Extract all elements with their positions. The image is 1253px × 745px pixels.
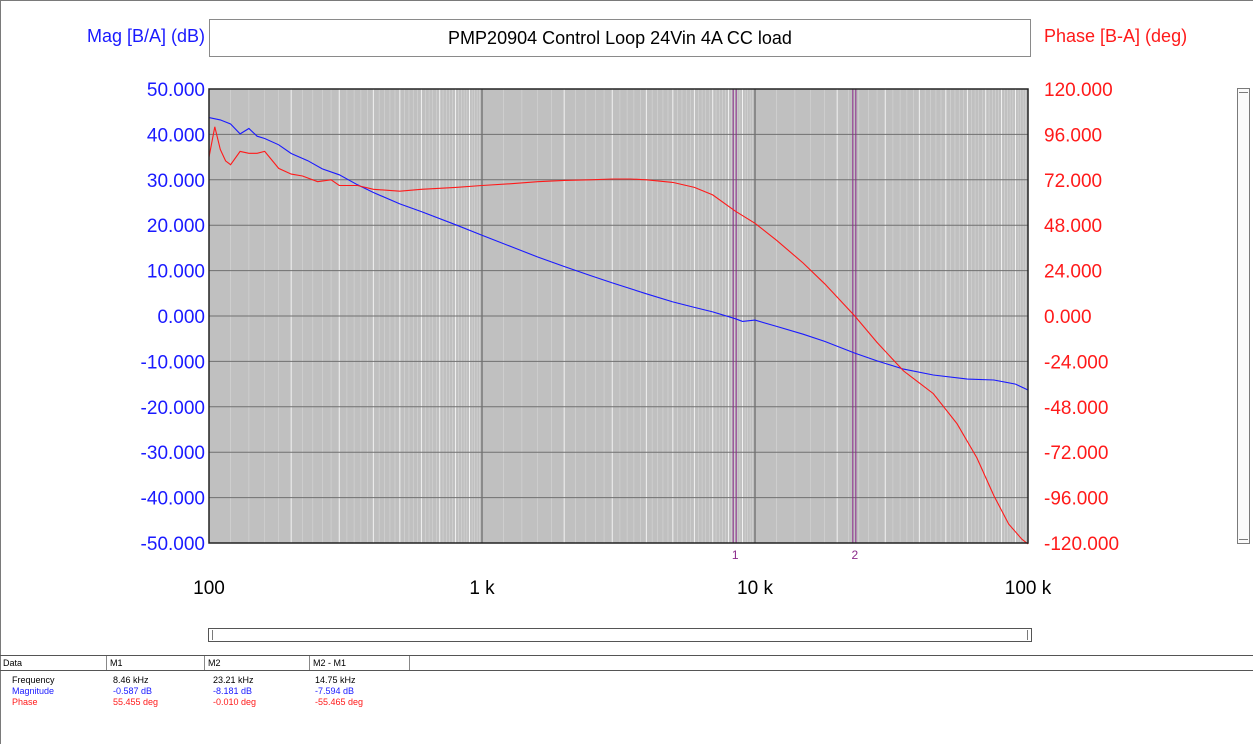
magnitude-tick-label: 30.000	[147, 171, 205, 192]
magnitude-tick-label: 0.000	[157, 307, 205, 328]
phase-tick-label: 24.000	[1044, 262, 1102, 283]
data-table-header: Data M1 M2 M2 - M1	[0, 656, 1253, 671]
phase-tick-label: -120.000	[1044, 534, 1119, 555]
magnitude-axis-title: Mag [B/A] (dB)	[86, 26, 205, 46]
header-data: Data	[0, 656, 107, 670]
frequency-tick-labels: 100 1 k 10 k 100 k	[193, 578, 1052, 599]
magnitude-tick-labels: 50.000 40.000 30.000 20.000 10.000 0.000 -10.0…	[141, 80, 205, 555]
chart-title: PMP20904 Control Loop 24Vin 4A CC load	[209, 19, 1031, 57]
row-phase-m2: -0.010 deg	[213, 697, 257, 707]
row-magnitude-m1: -0.587 dB	[113, 686, 153, 696]
phase-tick-label: 96.000	[1044, 125, 1102, 146]
magnitude-tick-label: -20.000	[141, 398, 205, 419]
magnitude-tick-label: 50.000	[147, 80, 205, 101]
window-frame-top	[0, 0, 1253, 1]
series-lines	[208, 117, 1029, 545]
marker-label: 2	[851, 548, 858, 562]
magnitude-tick-label: -50.000	[141, 534, 205, 555]
row-frequency-m2: 23.21 kHz	[213, 675, 254, 685]
row-phase-label: Phase	[12, 697, 38, 707]
phase-tick-label: 0.000	[1044, 307, 1092, 328]
row-magnitude-diff: -7.594 dB	[315, 686, 355, 696]
row-frequency-m1: 8.46 kHz	[113, 675, 149, 685]
phase-tick-label: -48.000	[1044, 398, 1108, 419]
phase-tick-label: 120.000	[1044, 80, 1113, 101]
phase-line	[208, 126, 1029, 545]
header-m2: M2	[205, 656, 310, 670]
cursor-data-panel: Data M1 M2 M2 - M1 Frequency 8.46 kHz 23…	[0, 655, 1253, 745]
row-phase-diff: -55.465 deg	[315, 697, 364, 707]
frequency-tick-label: 1 k	[469, 578, 495, 599]
header-m1: M1	[107, 656, 205, 670]
header-m2-m1: M2 - M1	[310, 656, 410, 670]
frequency-tick-label: 10 k	[737, 578, 773, 599]
row-magnitude-m2: -8.181 dB	[213, 686, 253, 696]
magnitude-tick-label: -30.000	[141, 443, 205, 464]
magnitude-tick-label: 10.000	[147, 262, 205, 283]
row-magnitude-label: Magnitude	[12, 686, 55, 696]
plot-border	[208, 88, 1029, 544]
window-frame-left	[0, 0, 1, 744]
magnitude-tick-label: 40.000	[147, 125, 205, 146]
marker-label: 1	[732, 548, 739, 562]
horizontal-scrollbar[interactable]	[208, 628, 1032, 642]
row-frequency-diff: 14.75 kHz	[315, 675, 356, 685]
phase-tick-label: 48.000	[1044, 216, 1102, 237]
row-frequency-label: Frequency	[12, 675, 55, 685]
phase-axis-title: Phase [B-A] (deg)	[1044, 26, 1188, 46]
phase-tick-label: -96.000	[1044, 489, 1108, 510]
row-phase-m1: 55.455 deg	[113, 697, 159, 707]
phase-tick-label: -72.000	[1044, 443, 1108, 464]
magnitude-tick-label: -40.000	[141, 489, 205, 510]
phase-tick-label: 72.000	[1044, 171, 1102, 192]
vertical-scrollbar[interactable]	[1237, 88, 1250, 544]
magnitude-tick-label: 20.000	[147, 216, 205, 237]
magnitude-line	[208, 117, 1029, 391]
phase-tick-label: -24.000	[1044, 352, 1108, 373]
magnitude-tick-label: -10.000	[141, 352, 205, 373]
phase-tick-labels: 120.000 96.000 72.000 48.000 24.000 0.000 -24.…	[1044, 80, 1119, 555]
frequency-tick-label: 100 k	[1005, 578, 1052, 599]
frequency-tick-label: 100	[193, 578, 225, 599]
